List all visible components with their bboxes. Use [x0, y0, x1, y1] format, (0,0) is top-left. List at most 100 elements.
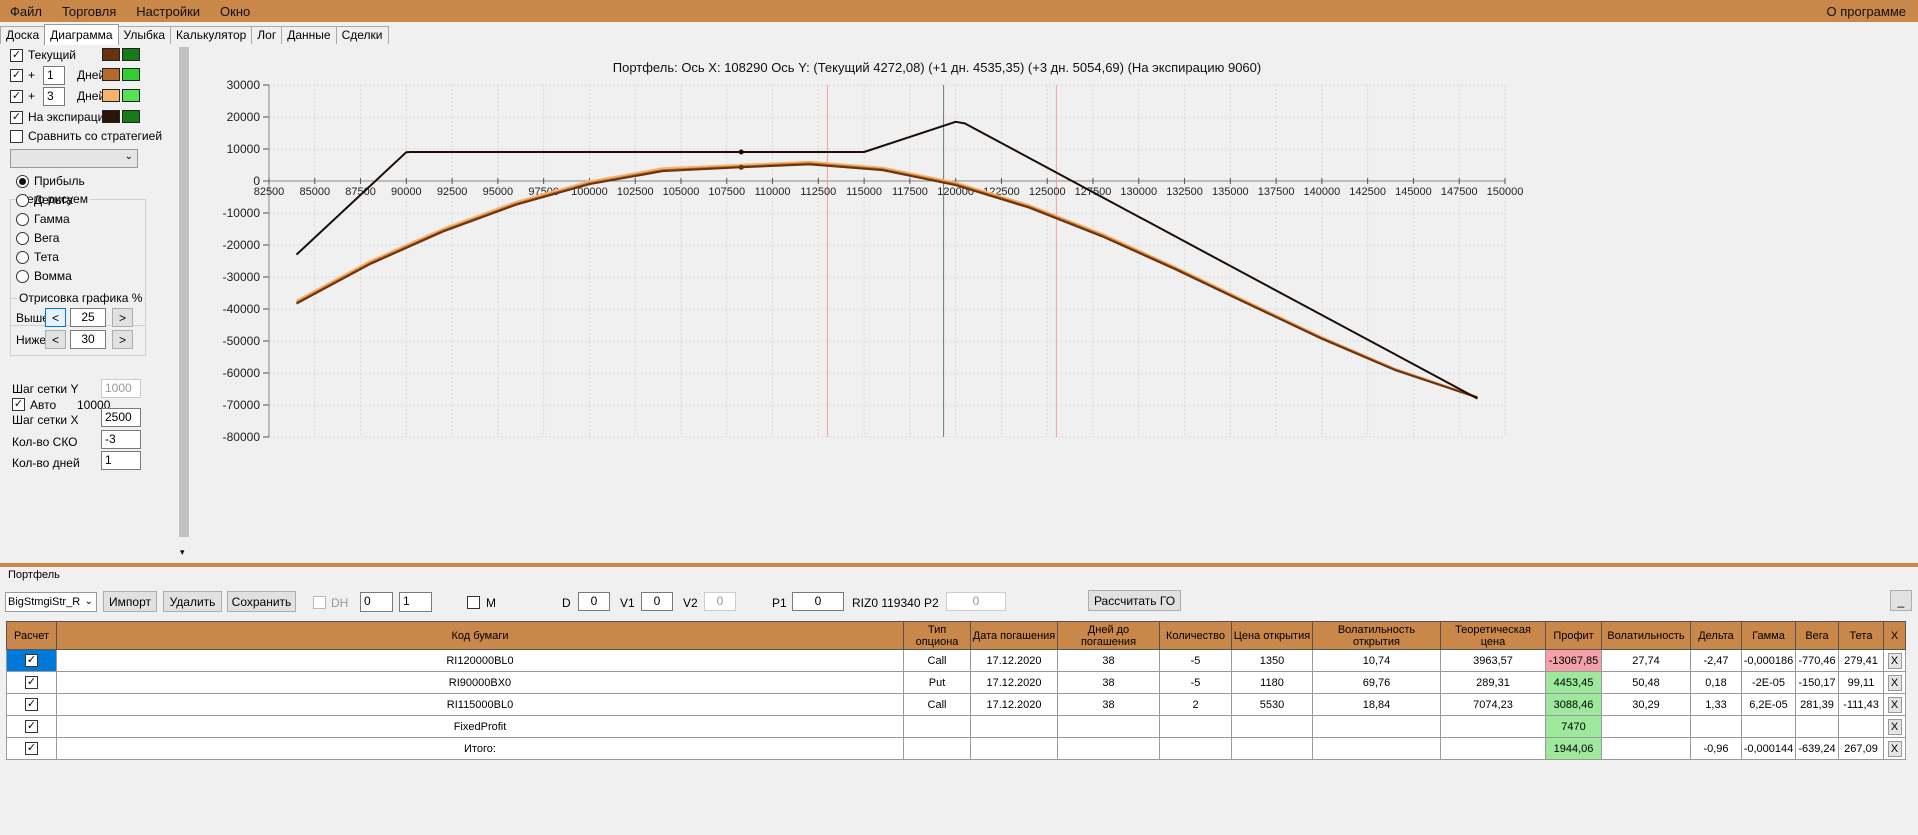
calc-cell[interactable]: ✓ [6, 671, 57, 694]
col-gamma[interactable]: Гамма [1741, 621, 1796, 650]
delete-button[interactable]: Удалить [163, 591, 222, 612]
below-decrease-button[interactable]: < [45, 330, 66, 349]
remove-cell[interactable]: X [1883, 693, 1906, 716]
tab-smile[interactable]: Улыбка [117, 26, 172, 44]
calc-cell[interactable]: ✓ [6, 649, 57, 672]
calc-go-button[interactable]: Рассчитать ГО [1088, 590, 1181, 611]
col-code[interactable]: Код бумаги [56, 621, 904, 650]
tab-deals[interactable]: Сделки [335, 26, 389, 44]
table-row[interactable]: ✓ Итого: 1944,06 -0,96 -0,000144 -639,24 267,0… [6, 737, 1906, 760]
save-button[interactable]: Сохранить [227, 591, 296, 612]
remove-cell[interactable]: X [1883, 671, 1906, 694]
radio-vega[interactable]: Вега [16, 229, 59, 247]
tab-log[interactable]: Лог [251, 26, 283, 44]
remove-row-button[interactable]: X [1887, 674, 1902, 691]
table-row[interactable]: ✓ RI90000BX0 Put 17.12.2020 38 -5 1180 69,76 289… [6, 671, 1906, 694]
dh-stepper-1[interactable]: 0 [360, 592, 393, 612]
sko-input[interactable]: -3 [101, 430, 141, 449]
col-profit[interactable]: Профит [1545, 621, 1602, 650]
col-open-price[interactable]: Цена открытия [1231, 621, 1313, 650]
radio-theta[interactable]: Тета [16, 248, 59, 266]
calc-checkbox[interactable]: ✓ [25, 654, 38, 667]
calc-cell[interactable]: ✓ [6, 737, 57, 760]
scrollbar-thumb[interactable] [179, 47, 189, 537]
tab-data[interactable]: Данные [281, 26, 337, 44]
remove-row-button[interactable]: X [1887, 740, 1902, 757]
above-decrease-button[interactable]: < [45, 308, 66, 327]
below-input[interactable]: 30 [70, 330, 106, 349]
auto-checkbox[interactable]: ✓ [12, 398, 25, 411]
col-theor[interactable]: Теоретическая цена [1440, 621, 1546, 650]
left-panel-scrollbar[interactable]: ▾ [178, 45, 190, 560]
days1-color-b[interactable] [122, 68, 140, 81]
current-color-b[interactable] [122, 48, 140, 61]
table-row[interactable]: ✓ RI120000BL0 Call 17.12.2020 38 -5 1350 10,74 3… [6, 649, 1906, 672]
d-input[interactable]: 0 [578, 592, 610, 611]
table-row[interactable]: ✓ FixedProfit 7470 X [6, 715, 1906, 738]
calc-checkbox[interactable]: ✓ [25, 742, 38, 755]
scroll-down-icon[interactable]: ▾ [180, 547, 185, 557]
remove-row-button[interactable]: X [1887, 652, 1902, 669]
days2-color-a[interactable] [102, 89, 120, 102]
calc-checkbox[interactable]: ✓ [25, 698, 38, 711]
radio-profit-dot[interactable] [16, 174, 29, 188]
calc-checkbox[interactable]: ✓ [25, 676, 38, 689]
days-count-input[interactable]: 1 [101, 451, 141, 470]
days1-color-a[interactable] [102, 68, 120, 81]
table-row[interactable]: ✓ RI115000BL0 Call 17.12.2020 38 2 5530 18,84 70… [6, 693, 1906, 716]
col-delta[interactable]: Дельта [1690, 621, 1742, 650]
col-calc[interactable]: Расчет [6, 621, 57, 650]
menu-settings[interactable]: Настройки [136, 3, 201, 19]
tab-board[interactable]: Доска [0, 26, 46, 44]
radio-theta-dot[interactable] [16, 250, 29, 264]
days2-checkbox[interactable]: ✓ [10, 89, 23, 103]
current-checkbox[interactable]: ✓ [10, 48, 23, 62]
remove-row-button[interactable]: X [1887, 696, 1902, 713]
remove-cell[interactable]: X [1883, 737, 1906, 760]
below-increase-button[interactable]: > [112, 330, 133, 349]
menu-window[interactable]: Окно [220, 3, 251, 19]
days2-color-b[interactable] [122, 89, 140, 102]
radio-profit[interactable]: Прибыль [16, 172, 85, 190]
calc-cell[interactable]: ✓ [6, 715, 57, 738]
dh-stepper-2[interactable]: 1 [399, 592, 432, 612]
col-type[interactable]: Тип опциона [903, 621, 971, 650]
grid-x-input[interactable]: 2500 [101, 408, 141, 427]
current-color-a[interactable] [102, 48, 120, 61]
v1-input[interactable]: 0 [641, 592, 673, 611]
above-input[interactable]: 25 [70, 308, 106, 327]
radio-vomma[interactable]: Вомма [16, 267, 72, 285]
radio-delta-dot[interactable] [16, 193, 29, 207]
col-days[interactable]: Дней до погашения [1057, 621, 1160, 650]
p1-input[interactable]: 0 [792, 592, 844, 611]
remove-row-button[interactable]: X [1887, 718, 1902, 735]
radio-vomma-dot[interactable] [16, 269, 29, 283]
tab-calculator[interactable]: Калькулятор [170, 26, 253, 44]
m-checkbox[interactable] [467, 596, 480, 609]
tab-diagram[interactable]: Диаграмма [44, 24, 119, 45]
radio-vega-dot[interactable] [16, 231, 29, 245]
remove-cell[interactable]: X [1883, 715, 1906, 738]
col-x[interactable]: X [1883, 621, 1906, 650]
strategy-compare-select[interactable]: ⌄ [10, 149, 138, 168]
days1-input[interactable]: 1 [43, 65, 66, 85]
menu-about[interactable]: О программе [1826, 3, 1906, 19]
days1-checkbox[interactable]: ✓ [10, 68, 23, 82]
p2-input[interactable]: 0 [946, 592, 1006, 611]
remove-cell[interactable]: X [1883, 649, 1906, 672]
expiry-color-b[interactable] [122, 110, 140, 123]
v2-input[interactable]: 0 [704, 592, 736, 611]
splitter-bar[interactable] [0, 563, 1918, 567]
radio-gamma-dot[interactable] [16, 212, 29, 226]
radio-delta[interactable]: Дельта [16, 191, 73, 209]
strategy-select[interactable]: BigStmgiStr_R ⌄ [5, 592, 97, 612]
menu-trade[interactable]: Торговля [61, 3, 117, 19]
import-button[interactable]: Импорт [103, 591, 157, 612]
expiry-checkbox[interactable]: ✓ [10, 110, 23, 124]
col-qty[interactable]: Количество [1159, 621, 1232, 650]
days2-input[interactable]: 3 [43, 86, 66, 106]
col-expiry[interactable]: Дата погашения [970, 621, 1058, 650]
radio-gamma[interactable]: Гамма [16, 210, 70, 228]
calc-checkbox[interactable]: ✓ [25, 720, 38, 733]
col-vol[interactable]: Волатильность [1601, 621, 1691, 650]
